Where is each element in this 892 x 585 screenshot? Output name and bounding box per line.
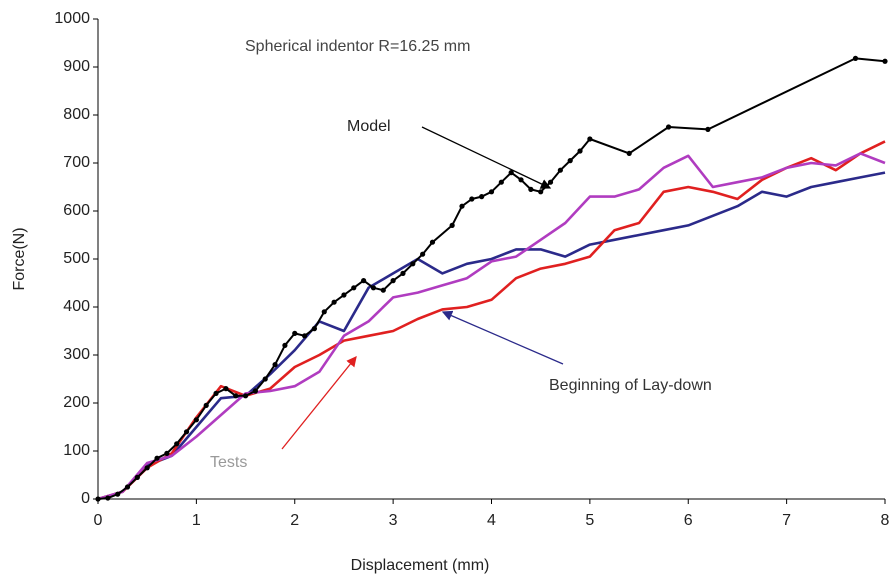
point	[321, 309, 327, 315]
arrow	[281, 355, 357, 450]
point	[547, 179, 554, 185]
point	[498, 179, 504, 185]
x-tick-label: 0	[94, 512, 103, 529]
point	[626, 150, 632, 156]
point	[449, 222, 455, 228]
y-tick-label: 300	[63, 346, 90, 363]
y-tick-label: 700	[63, 154, 90, 171]
x-tick-label: 8	[881, 512, 890, 529]
point	[144, 465, 150, 471]
point	[134, 474, 140, 480]
series-line	[97, 171, 886, 501]
y-tick-label: 100	[63, 442, 90, 459]
arrow	[421, 126, 552, 189]
point	[95, 496, 101, 502]
annotation: Beginning of Lay-down	[549, 377, 712, 394]
point	[577, 148, 583, 154]
point	[193, 417, 199, 423]
point	[665, 124, 672, 130]
point	[282, 342, 288, 348]
point	[852, 55, 859, 61]
y-axis-label: Force(N)	[11, 227, 28, 290]
point	[272, 362, 278, 368]
x-tick-label: 4	[487, 512, 496, 529]
point	[154, 455, 160, 461]
point	[174, 441, 180, 447]
y-tick-label: 600	[63, 202, 90, 219]
point	[508, 170, 514, 176]
point	[331, 299, 337, 305]
point	[557, 167, 563, 173]
x-tick-label: 2	[290, 512, 299, 529]
annotation: Tests	[210, 454, 247, 471]
point	[341, 292, 347, 298]
x-tick-label: 1	[192, 512, 201, 529]
point	[183, 429, 190, 435]
point	[203, 402, 209, 408]
point	[242, 393, 249, 399]
point	[488, 189, 495, 195]
point	[292, 330, 298, 336]
annotation: Model	[347, 118, 391, 135]
y-tick-label: 400	[63, 298, 90, 315]
point	[361, 278, 367, 284]
arrow	[441, 310, 564, 365]
point	[301, 333, 308, 339]
annotation: Spherical indentor R=16.25 mm	[245, 38, 470, 55]
point	[567, 158, 573, 164]
point	[105, 495, 111, 501]
y-tick-label: 200	[63, 394, 90, 411]
point	[351, 285, 357, 291]
series-line	[97, 140, 886, 501]
series-line	[97, 152, 886, 501]
point	[459, 203, 465, 209]
point	[469, 196, 475, 202]
point	[587, 136, 593, 142]
series-line	[97, 57, 886, 500]
x-axis-label: Displacement (mm)	[351, 557, 490, 574]
point	[882, 58, 888, 64]
point	[223, 386, 229, 392]
x-tick-label: 5	[585, 512, 594, 529]
x-tick-label: 3	[389, 512, 398, 529]
y-tick-label: 1000	[54, 10, 90, 27]
point	[115, 491, 121, 497]
point	[262, 376, 268, 382]
point	[705, 126, 711, 132]
point	[213, 390, 219, 396]
point	[400, 270, 406, 276]
x-tick-label: 6	[684, 512, 693, 529]
point	[528, 186, 534, 192]
point	[370, 285, 377, 291]
point	[164, 450, 170, 456]
y-tick-label: 500	[63, 250, 90, 267]
point	[518, 177, 524, 183]
y-tick-label: 800	[63, 106, 90, 123]
point	[252, 388, 258, 394]
y-tick-label: 0	[81, 490, 90, 507]
point	[420, 251, 426, 257]
x-tick-label: 7	[782, 512, 791, 529]
y-tick-label: 900	[63, 58, 90, 75]
point	[390, 278, 396, 284]
point	[311, 326, 318, 332]
point	[380, 287, 386, 293]
point	[233, 393, 239, 399]
point	[429, 239, 436, 245]
point	[479, 194, 485, 200]
point	[124, 484, 131, 490]
point	[538, 189, 544, 195]
point	[410, 261, 416, 267]
